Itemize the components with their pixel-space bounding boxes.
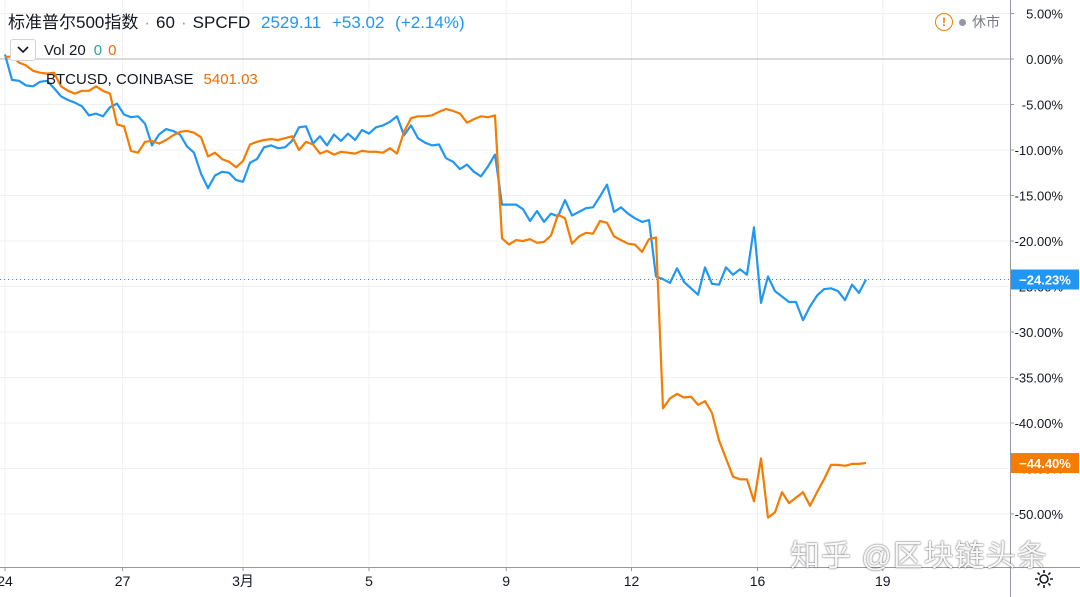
symbol-name[interactable]: 标准普尔500指数 — [8, 13, 139, 32]
axis-labels: 5.00%0.00%-5.00%-10.00%-15.00%-20.00%-25… — [0, 7, 1079, 589]
gear-icon[interactable] — [1033, 568, 1055, 594]
series-line-btcusd — [4, 55, 867, 519]
y-tick-label: -30.00% — [1015, 325, 1064, 340]
x-tick-label: 3月 — [232, 573, 254, 589]
market-status-label: 休市 — [972, 14, 1000, 30]
series-line-spx — [3, 54, 867, 322]
status-dot-icon — [959, 18, 966, 26]
y-tick-label: -40.00% — [1015, 416, 1064, 431]
price-change: +53.02 — [331, 13, 385, 32]
compare-symbol[interactable]: BTCUSD, COINBASE — [46, 71, 194, 88]
x-tick-label: 16 — [750, 573, 766, 589]
volume-value-1: 0 — [93, 41, 103, 59]
collapse-button[interactable] — [10, 39, 36, 61]
compare-price: 5401.03 — [203, 71, 258, 88]
x-tick-label: 5 — [365, 573, 373, 589]
volume-label[interactable]: Vol 20 — [44, 41, 86, 59]
y-tick-label: -20.00% — [1015, 234, 1064, 249]
volume-value-2: 0 — [108, 41, 117, 59]
last-value-label: −24.23% — [1019, 272, 1071, 287]
compare-legend: BTCUSD, COINBASE 5401.03 — [46, 71, 258, 88]
warning-icon[interactable]: ! — [935, 13, 953, 31]
price-change-percent: (+2.14%) — [395, 13, 465, 32]
last-value-badge — [1011, 269, 1079, 290]
interval-label[interactable]: 60 — [156, 13, 175, 32]
exchange-label: SPCFD — [192, 13, 251, 32]
y-tick-label: 0.00% — [1026, 52, 1063, 67]
chart-lines — [3, 54, 867, 519]
market-status[interactable]: ! 休市 — [935, 12, 1000, 32]
y-tick-label: 5.00% — [1026, 7, 1063, 22]
volume-legend: Vol 20 0 0 — [10, 39, 116, 61]
x-tick-label: 9 — [502, 573, 510, 589]
last-value-badge — [1011, 453, 1079, 474]
y-tick-label: -10.00% — [1015, 143, 1064, 158]
separator: · — [144, 13, 151, 32]
y-tick-label: -35.00% — [1015, 371, 1064, 386]
separator: · — [180, 13, 187, 32]
y-tick-label: -15.00% — [1015, 189, 1064, 204]
watermark: 知乎 @区块链头条 — [790, 540, 1048, 573]
last-price: 2529.11 — [261, 13, 322, 32]
symbol-header: 标准普尔500指数 · 60 · SPCFD 2529.11 +53.02 (+2.14… — [8, 8, 465, 33]
x-tick-label: 19 — [875, 573, 891, 589]
x-tick-label: 24 — [0, 573, 13, 589]
chevron-down-icon — [17, 46, 29, 54]
last-value-label: −44.40% — [1019, 456, 1071, 471]
x-tick-label: 27 — [115, 573, 131, 589]
y-tick-label: -5.00% — [1022, 98, 1064, 113]
x-tick-label: 12 — [624, 573, 640, 589]
y-tick-label: -50.00% — [1015, 507, 1064, 522]
